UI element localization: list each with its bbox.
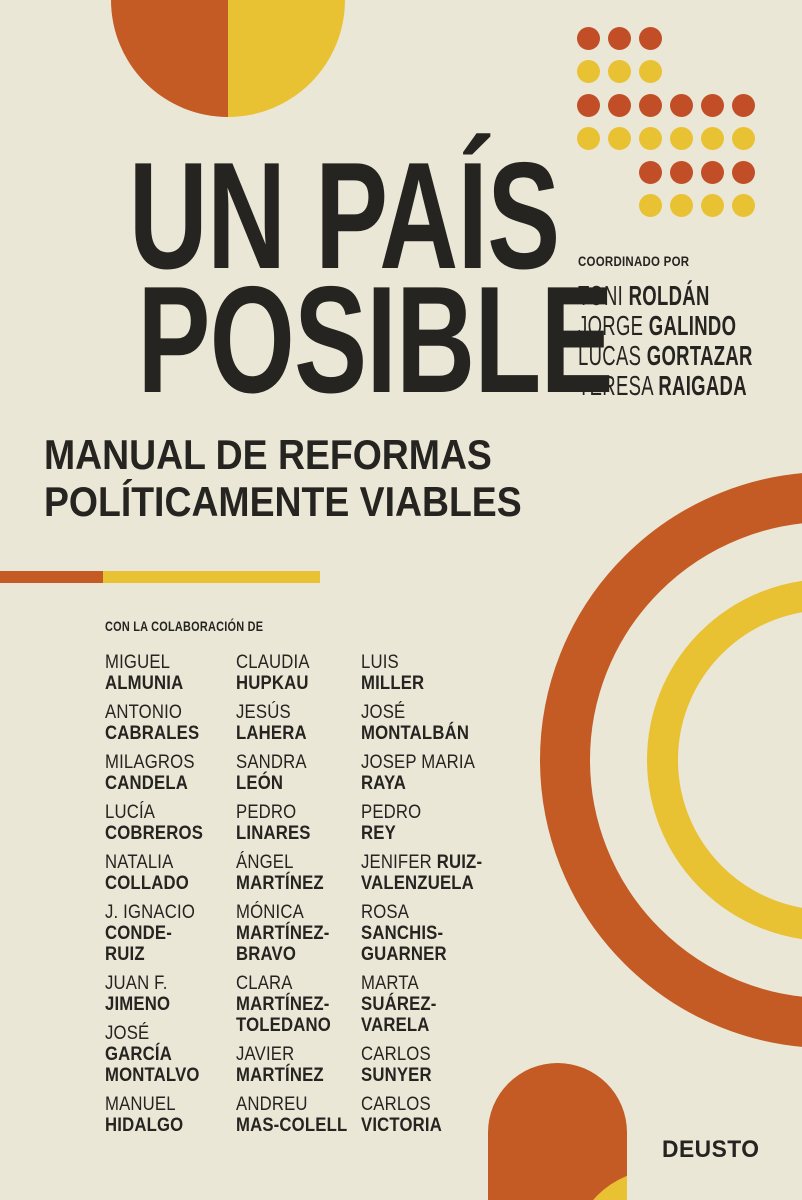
book-subtitle: MANUAL DE REFORMAS POLÍTICAMENTE VIABLES xyxy=(44,431,522,525)
dot-icon xyxy=(670,127,693,151)
collaborator-name: JOSEP MARIA RAYA xyxy=(361,752,476,794)
dot-icon xyxy=(577,60,600,84)
book-title-line-1: UN PAÍS xyxy=(128,131,560,301)
dot-icon xyxy=(701,127,724,151)
collaborator-name: JUAN F. JIMENO xyxy=(105,973,171,1015)
dot-icon xyxy=(639,127,662,151)
collaborator-name: ANDREU MAS-COLELL xyxy=(236,1094,348,1136)
collaborator-name: MILAGROS CANDELA xyxy=(105,752,195,794)
dot-icon xyxy=(577,27,600,50)
book-title-line-2: POSIBLE xyxy=(137,255,613,425)
collaborator-name: JESÚS LAHERA xyxy=(236,702,307,744)
collaborator-name: CARLOS VICTORIA xyxy=(361,1094,443,1136)
book-subtitle-line-1: MANUAL DE REFORMAS xyxy=(44,431,492,478)
collaborator-name: MIGUEL ALMUNIA xyxy=(105,652,184,694)
dot-icon xyxy=(701,194,724,217)
coordinator-name: JORGE GALINDO xyxy=(578,310,737,341)
arch-yellow-circle-icon xyxy=(573,1170,627,1200)
coordinator-name: TONI ROLDÁN xyxy=(578,280,710,311)
collaborator-name: MÓNICA MARTÍNEZ- BRAVO xyxy=(236,902,330,965)
book-subtitle-line-2: POLÍTICAMENTE VIABLES xyxy=(44,478,522,525)
collaborator-name: JAVIER MARTÍNEZ xyxy=(236,1044,324,1086)
dot-icon xyxy=(701,160,724,184)
dot-icon xyxy=(608,127,631,151)
dot-icon xyxy=(608,27,631,50)
publisher-logo: DEUSTO xyxy=(662,1136,760,1163)
dot-icon xyxy=(639,60,662,84)
collaborator-name: JENIFER RUIZ- VALENZUELA xyxy=(361,852,483,894)
collaborator-name: MANUEL HIDALGO xyxy=(105,1094,184,1136)
collab-column-3: LUIS MILLER JOSÉ MONTALBÁN JOSEP MARIA RAYA PE… xyxy=(361,652,482,1136)
dot-icon xyxy=(639,194,662,217)
collaborator-name: J. IGNACIO CONDE- RUIZ xyxy=(105,902,196,965)
collaborator-name: PEDRO LINARES xyxy=(236,802,311,844)
dot-icon xyxy=(701,93,724,117)
collaboration-label: CON LA COLABORACIÓN DE xyxy=(105,618,264,634)
dot-icon xyxy=(670,160,693,184)
collaborator-name: JOSÉ GARCÍA MONTALVO xyxy=(105,1023,200,1086)
collab-column-2: CLAUDIA HUPKAU JESÚS LAHERA SANDRA LEÓN PEDRO L… xyxy=(236,652,347,1136)
collaborator-name: ROSA SANCHIS- GUARNER xyxy=(361,902,447,965)
coordinator-name: LUCAS GORTAZAR xyxy=(578,340,753,371)
dot-icon xyxy=(639,27,662,50)
dot-icon xyxy=(670,93,693,117)
coordinator-names: TONI ROLDÁN JORGE GALINDO LUCAS GORTAZAR TE… xyxy=(578,281,802,401)
collaborator-name: LUIS MILLER xyxy=(361,652,425,694)
dot-icon xyxy=(670,194,693,217)
collaborator-name: PEDRO REY xyxy=(361,802,422,844)
dots-grid xyxy=(577,27,787,237)
dot-icon xyxy=(639,93,662,117)
dot-icon xyxy=(732,160,755,184)
divider-bar-orange-segment xyxy=(0,571,103,583)
collaborator-name: CARLOS SUNYER xyxy=(361,1044,432,1086)
dot-icon xyxy=(732,127,755,151)
divider-bar-yellow-segment xyxy=(103,571,320,583)
collaborator-name: CLARA MARTÍNEZ- TOLEDANO xyxy=(236,973,331,1036)
collaborator-name: NATALIA COLLADO xyxy=(105,852,189,894)
collaborator-name: ANTONIO CABRALES xyxy=(105,702,200,744)
collaborator-name: LUCÍA COBREROS xyxy=(105,802,204,844)
coordinator-name: TERESA RAIGADA xyxy=(578,370,747,401)
collaborator-name: CLAUDIA HUPKAU xyxy=(236,652,310,694)
dot-icon xyxy=(577,93,600,117)
dot-icon xyxy=(732,194,755,217)
collaborator-name: MARTA SUÁREZ- VARELA xyxy=(361,973,437,1036)
collab-column-1: MIGUEL ALMUNIA ANTONIO CABRALES MILAGROS CAND… xyxy=(105,652,203,1136)
collaborator-name: ÁNGEL MARTÍNEZ xyxy=(236,852,324,894)
dot-icon xyxy=(608,93,631,117)
coordinated-by-label: COORDINADO POR xyxy=(578,254,690,269)
collaborator-name: JOSÉ MONTALBÁN xyxy=(361,702,470,744)
dot-icon xyxy=(732,93,755,117)
divider-bar xyxy=(0,571,320,583)
split-semicircle-icon xyxy=(111,0,345,117)
dot-icon xyxy=(577,127,600,151)
dot-icon xyxy=(639,160,662,184)
arch-icon xyxy=(488,1063,627,1200)
dot-icon xyxy=(608,60,631,84)
collaborator-name: SANDRA LEÓN xyxy=(236,752,307,794)
